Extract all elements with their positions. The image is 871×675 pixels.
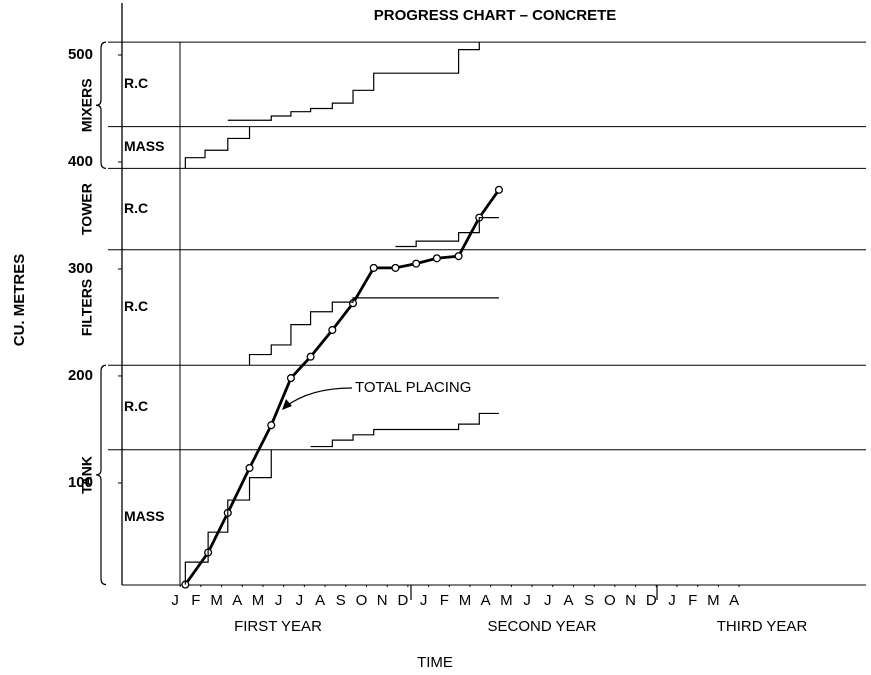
y-tick-label: 100: [68, 474, 93, 491]
step-line: [310, 412, 499, 448]
section-label: R.C: [124, 200, 148, 216]
step-line: [184, 126, 251, 169]
point: [454, 252, 463, 261]
x-tick-label: J: [668, 592, 676, 609]
x-tick-label: D: [646, 592, 657, 609]
x-tick-label: A: [315, 592, 325, 609]
brace: [95, 364, 107, 586]
step-line: [184, 449, 272, 585]
point: [245, 463, 254, 473]
x-tick-label: A: [232, 592, 242, 609]
y-tick-label: 300: [68, 260, 93, 277]
x-tick-label: N: [625, 592, 636, 609]
y-tick-label: 500: [68, 46, 93, 63]
x-tick-label: O: [604, 592, 616, 609]
group-label: FILTERS: [79, 279, 95, 336]
x-tick-label: M: [500, 592, 513, 609]
step-line: [395, 217, 499, 248]
x-tick-label: A: [729, 592, 739, 609]
section-label: R.C: [124, 298, 148, 314]
x-tick-label: F: [688, 592, 697, 609]
x-tick-label: D: [397, 592, 408, 609]
point: [391, 263, 400, 272]
year-label: THIRD YEAR: [717, 618, 808, 635]
section-label: R.C: [124, 75, 148, 91]
total-line: [184, 188, 501, 586]
point: [412, 259, 421, 268]
x-tick-label: S: [584, 592, 594, 609]
year-label: SECOND YEAR: [488, 618, 597, 635]
x-tick-label: J: [420, 592, 428, 609]
point: [267, 421, 276, 430]
section-label: R.C: [124, 398, 148, 414]
x-tick-label: A: [563, 592, 573, 609]
y-tick-label: 400: [68, 153, 93, 170]
group-label: MIXERS: [79, 78, 95, 132]
x-tick-label: A: [481, 592, 491, 609]
x-tick-label: J: [275, 592, 283, 609]
annotation: TOTAL PLACING: [355, 379, 471, 396]
point: [432, 254, 441, 263]
x-tick-label: F: [440, 592, 449, 609]
point: [328, 325, 337, 335]
point: [306, 352, 315, 361]
x-tick-label: J: [523, 592, 531, 609]
chart-title: PROGRESS CHART – CONCRETE: [374, 7, 617, 24]
x-tick-label: M: [459, 592, 472, 609]
group-label: TOWER: [79, 183, 95, 235]
x-tick-label: F: [191, 592, 200, 609]
section-label: MASS: [124, 138, 164, 154]
y-axis-label: CU. METRES: [11, 254, 28, 347]
x-tick-label: M: [707, 592, 720, 609]
brace: [95, 41, 107, 170]
x-tick-label: J: [296, 592, 304, 609]
section-label: MASS: [124, 508, 164, 524]
y-tick-label: 200: [68, 367, 93, 384]
x-tick-label: S: [336, 592, 346, 609]
x-axis-label: TIME: [417, 654, 453, 671]
point: [286, 374, 295, 383]
arrow-head: [282, 399, 292, 410]
step-line: [248, 297, 499, 366]
step-line: [227, 42, 480, 121]
x-tick-label: J: [171, 592, 179, 609]
x-tick-label: M: [252, 592, 265, 609]
x-tick-label: M: [210, 592, 223, 609]
point: [369, 263, 378, 272]
x-tick-label: O: [356, 592, 368, 609]
point: [494, 185, 504, 194]
year-label: FIRST YEAR: [234, 618, 322, 635]
annotation-arrow: [284, 387, 353, 408]
x-tick-label: N: [377, 592, 388, 609]
group-label: TANK: [79, 456, 95, 494]
x-tick-label: J: [544, 592, 552, 609]
